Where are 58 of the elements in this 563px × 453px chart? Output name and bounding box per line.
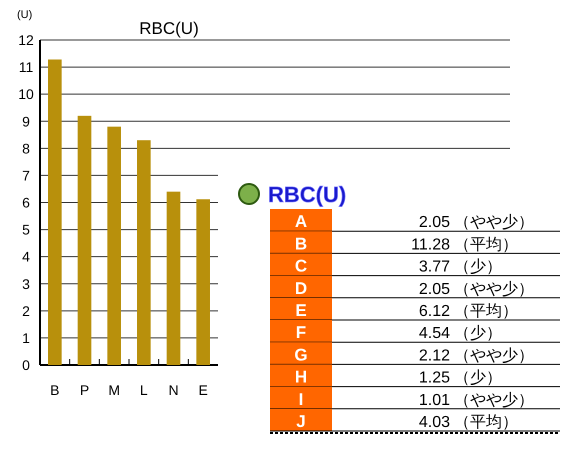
category-label: J xyxy=(296,412,306,431)
category-label: A xyxy=(294,212,308,232)
data-label: 2.12 xyxy=(418,347,450,364)
y-tick-label: 0 xyxy=(22,357,30,373)
x-tick-label: N xyxy=(168,382,179,398)
category-label: E xyxy=(295,301,307,320)
chart-title: RBC(U) xyxy=(139,19,199,38)
bar xyxy=(48,60,62,365)
data-label: 1.01 xyxy=(418,392,450,409)
x-tick-label: L xyxy=(140,382,148,398)
y-tick-label: 11 xyxy=(18,59,34,76)
y-tick-label: 7 xyxy=(22,167,30,184)
data-label: 11.28 xyxy=(411,236,450,254)
data-label: 1.25 xyxy=(418,370,450,387)
y-tick-label: 8 xyxy=(22,140,30,156)
x-tick-label: P xyxy=(80,382,90,398)
text: （やや少） xyxy=(454,212,534,232)
text: （少） xyxy=(454,256,502,276)
data-label: 2.05 xyxy=(418,280,450,298)
text: （平均） xyxy=(454,412,518,431)
data-label: 4.03 xyxy=(418,414,450,431)
x-tick-label: M xyxy=(108,382,120,398)
text: （やや少） xyxy=(454,278,534,298)
y-tick-label: 12 xyxy=(18,32,34,48)
bar xyxy=(166,192,180,365)
bar xyxy=(107,126,121,365)
text: （やや少） xyxy=(454,390,534,409)
category-label: C xyxy=(294,256,308,276)
text: （少） xyxy=(454,368,502,387)
y-axis-title: (U) xyxy=(17,9,32,21)
y-tick-label: 1 xyxy=(22,330,30,346)
category-label: I xyxy=(298,390,304,409)
category-label: G xyxy=(294,345,308,364)
y-tick-label: 4 xyxy=(22,248,30,265)
y-tick-label: 6 xyxy=(22,194,30,210)
y-tick-label: 2 xyxy=(22,302,30,319)
category-label: F xyxy=(296,323,306,342)
y-tick-label: 3 xyxy=(22,276,30,292)
bar xyxy=(78,116,92,365)
data-label: 4.54 xyxy=(418,325,450,342)
text: （平均） xyxy=(454,301,518,320)
bar xyxy=(196,199,210,365)
y-tick-label: 5 xyxy=(22,222,30,238)
category-label: H xyxy=(294,368,308,387)
y-tick-label: 10 xyxy=(18,86,34,102)
data-label: 3.77 xyxy=(418,258,450,276)
text: RBC(U) xyxy=(268,182,346,207)
x-tick-label: E xyxy=(198,382,208,398)
data-label: 6.12 xyxy=(418,303,450,320)
x-tick-label: B xyxy=(50,382,60,398)
text: （少） xyxy=(454,323,502,342)
bar xyxy=(137,140,151,365)
category-label: D xyxy=(294,278,308,298)
data-label: 2.05 xyxy=(418,214,450,232)
text: （平均） xyxy=(454,234,518,254)
y-tick-label: 9 xyxy=(22,113,30,130)
category-label: B xyxy=(294,234,308,254)
text: （やや少） xyxy=(454,345,534,364)
